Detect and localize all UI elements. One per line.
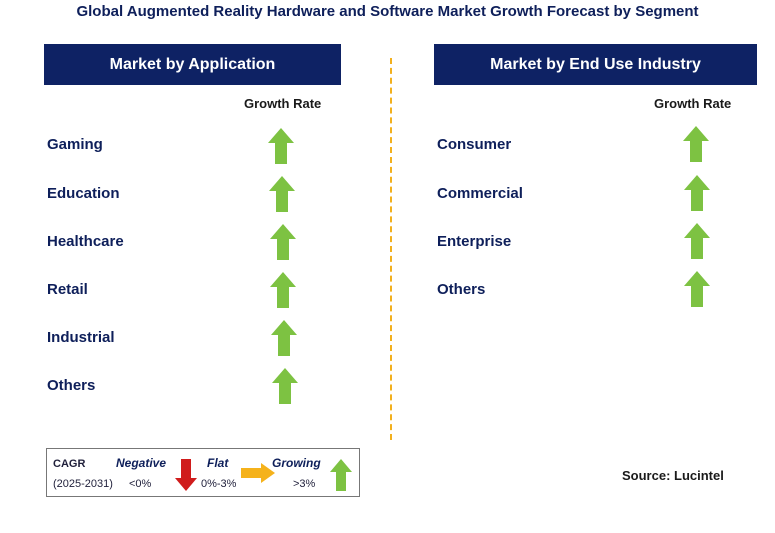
cagr-legend: CAGR (2025-2031) Negative <0% Flat 0%-3%… xyxy=(46,448,360,497)
down-arrow-icon xyxy=(175,459,197,491)
application-header: Market by Application xyxy=(44,44,341,85)
up-arrow-icon xyxy=(269,176,295,212)
up-arrow-icon xyxy=(683,126,709,162)
end-use-growth-rate-label: Growth Rate xyxy=(654,96,732,111)
chart-title: Global Augmented Reality Hardware and So… xyxy=(76,3,699,20)
up-arrow-icon xyxy=(270,272,296,308)
row-label-education: Education xyxy=(47,185,120,202)
row-label-gaming: Gaming xyxy=(47,136,103,153)
legend-negative-range: <0% xyxy=(129,478,152,490)
up-arrow-icon xyxy=(270,224,296,260)
row-label-healthcare: Healthcare xyxy=(47,233,124,250)
up-arrow-icon xyxy=(268,128,294,164)
row-label-others-industry: Others xyxy=(437,281,486,298)
row-label-consumer: Consumer xyxy=(437,136,512,153)
application-growth-rate-label: Growth Rate xyxy=(244,96,322,111)
row-label-commercial: Commercial xyxy=(437,185,523,202)
up-arrow-icon xyxy=(684,175,710,211)
up-arrow-icon xyxy=(684,223,710,259)
right-arrow-icon xyxy=(241,463,275,483)
up-arrow-icon xyxy=(684,271,710,307)
legend-cagr-label: CAGR xyxy=(53,458,86,470)
end-use-industry-header: Market by End Use Industry xyxy=(434,44,757,85)
up-arrow-icon xyxy=(330,459,352,491)
panel-divider xyxy=(390,58,392,440)
source-label: Source: Lucintel xyxy=(622,468,724,483)
legend-flat-range: 0%-3% xyxy=(201,478,237,490)
legend-negative-label: Negative xyxy=(116,456,167,470)
legend-flat-label: Flat xyxy=(207,456,229,470)
legend-growing-label: Growing xyxy=(272,456,321,470)
row-label-enterprise: Enterprise xyxy=(437,233,512,250)
row-label-retail: Retail xyxy=(47,281,88,298)
row-label-industrial: Industrial xyxy=(47,329,115,346)
up-arrow-icon xyxy=(271,320,297,356)
legend-period-label: (2025-2031) xyxy=(53,478,113,490)
row-label-others-application: Others xyxy=(47,377,96,394)
legend-growing-range: >3% xyxy=(293,478,316,490)
up-arrow-icon xyxy=(272,368,298,404)
